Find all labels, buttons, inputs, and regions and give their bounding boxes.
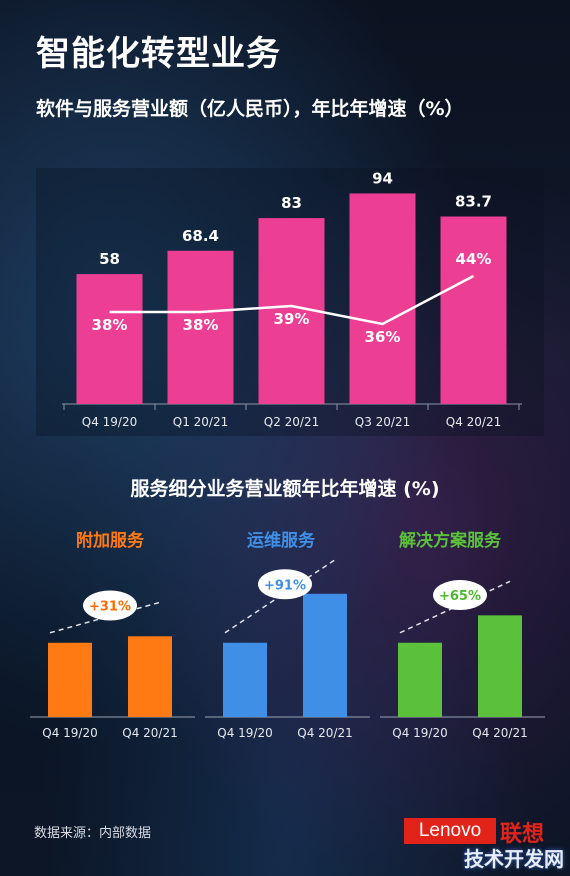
trend-dashed-line bbox=[399, 580, 511, 634]
growth-label: 38% bbox=[92, 316, 128, 334]
lenovo-logo: Lenovo bbox=[404, 818, 496, 844]
bar bbox=[349, 193, 416, 404]
panel-bar bbox=[303, 593, 347, 717]
panel-tick-label: Q4 19/20 bbox=[217, 726, 272, 740]
site-watermark: 技术开发网 bbox=[464, 847, 564, 871]
panel-title: 运维服务 bbox=[247, 530, 316, 551]
panel-tick-label: Q4 19/20 bbox=[392, 726, 447, 740]
panel-tick-label: Q4 20/21 bbox=[472, 726, 527, 740]
x-tick-label: Q2 20/21 bbox=[264, 415, 319, 429]
growth-label: 39% bbox=[274, 310, 310, 328]
x-tick-label: Q4 19/20 bbox=[82, 415, 137, 429]
page-title: 智能化转型业务 bbox=[36, 34, 281, 74]
panel-title: 附加服务 bbox=[76, 530, 145, 551]
growth-line bbox=[109, 274, 475, 326]
lenovo-logo-cn: 联想 bbox=[500, 822, 545, 847]
x-tick-label: Q4 20/21 bbox=[446, 415, 501, 429]
panel-bar bbox=[223, 642, 267, 717]
growth-badge bbox=[83, 590, 137, 621]
bar-value-label: 94 bbox=[372, 169, 393, 187]
x-tick-label: Q3 20/21 bbox=[355, 415, 410, 429]
panel-tick-label: Q4 19/20 bbox=[42, 726, 97, 740]
growth-badge-label: +31% bbox=[89, 600, 131, 615]
x-tick-label: Q1 20/21 bbox=[173, 415, 228, 429]
services-section-title: 服务细分业务营业额年比年增速 (%) bbox=[130, 478, 440, 500]
growth-badge-label: +91% bbox=[264, 578, 306, 593]
growth-badge bbox=[433, 580, 487, 611]
bar-value-label: 58 bbox=[99, 250, 120, 268]
growth-label: 44% bbox=[456, 250, 492, 268]
bar-value-label: 83 bbox=[281, 194, 302, 212]
growth-badge bbox=[258, 569, 312, 600]
growth-label: 36% bbox=[365, 328, 401, 346]
bar-value-label: 68.4 bbox=[182, 227, 219, 245]
bar bbox=[167, 250, 234, 404]
panel-tick-label: Q4 20/21 bbox=[297, 726, 352, 740]
growth-badge-label: +65% bbox=[439, 589, 481, 604]
bar-value-label: 83.7 bbox=[455, 193, 492, 211]
panel-title: 解决方案服务 bbox=[399, 530, 502, 551]
bar bbox=[440, 216, 507, 404]
panel-bar bbox=[128, 636, 172, 717]
panel-tick-label: Q4 20/21 bbox=[122, 726, 177, 740]
growth-label: 38% bbox=[183, 316, 219, 334]
panel-bar bbox=[48, 642, 92, 717]
bar bbox=[76, 274, 143, 404]
chart-subtitle: 软件与服务营业额（亿人民币），年比年增速（%） bbox=[36, 98, 464, 120]
panel-bar bbox=[478, 615, 522, 717]
data-source-note: 数据来源：内部数据 bbox=[34, 826, 152, 841]
panel-bar bbox=[398, 642, 442, 717]
